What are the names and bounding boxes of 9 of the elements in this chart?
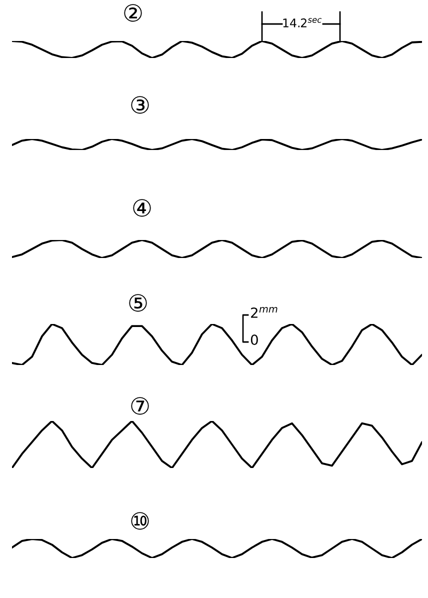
text: 2$^{mm}$	[251, 307, 278, 318]
annotation: 0	[250, 334, 258, 346]
chart-title: ⑦	[131, 397, 149, 415]
chart-title: ⑩	[131, 512, 149, 530]
chart-title: ⑤	[129, 294, 147, 312]
chart-title: ③	[131, 96, 149, 114]
chart-title: ④	[133, 199, 151, 217]
text: 14.2$^{sec}$	[283, 18, 322, 28]
chart-title: ②	[124, 4, 142, 22]
